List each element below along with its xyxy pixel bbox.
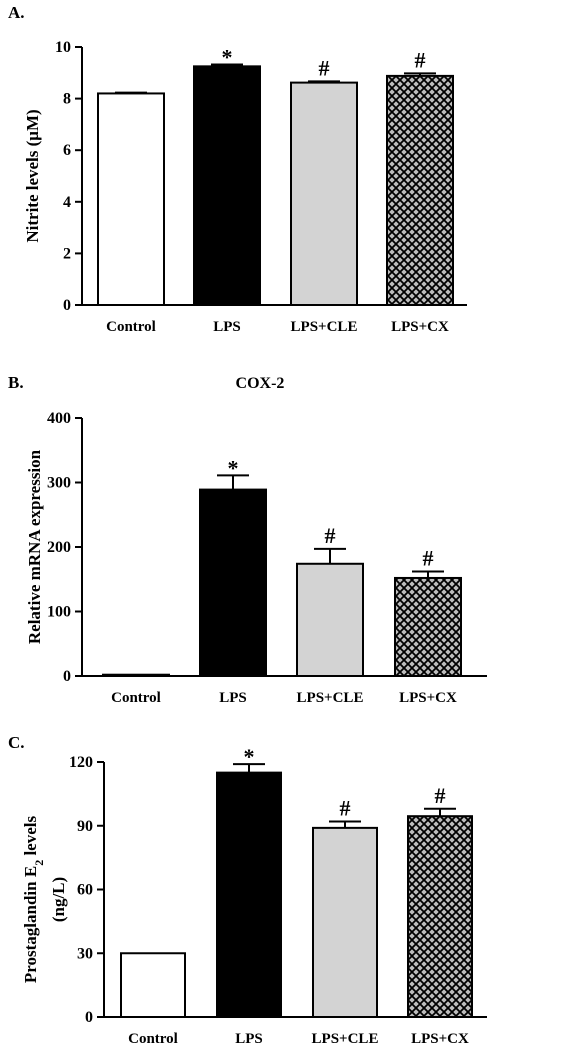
significance-mark: # [435, 783, 446, 808]
y-tick-label: 8 [63, 91, 71, 108]
significance-mark: * [222, 45, 233, 70]
y-tick-label: 0 [63, 668, 71, 685]
y-tick-label: 400 [47, 410, 71, 427]
x-tick-label: LPS [219, 690, 247, 706]
x-tick-label: LPS+CX [391, 319, 449, 335]
y-tick-label: 120 [69, 754, 93, 771]
y-tick-label: 30 [77, 945, 93, 962]
y-tick-label: 100 [47, 604, 71, 621]
y-axis-label-line2: (ng/L) [49, 877, 68, 922]
bar-lps-cx [394, 576, 462, 678]
x-tick-label: LPS [213, 319, 241, 335]
x-tick-label: Control [106, 319, 156, 335]
bar-control [120, 952, 186, 1018]
bar-lps [193, 65, 261, 306]
x-tick-label: LPS+CLE [291, 319, 358, 335]
y-tick-label: 10 [55, 39, 71, 56]
panel-label: A. [8, 3, 25, 22]
bar-lps-cle [296, 562, 364, 678]
bar-lps [216, 771, 282, 1018]
chart-title: COX-2 [236, 375, 285, 392]
significance-mark: # [415, 47, 426, 72]
chart-panel-b: B. COX-2 0 100 200 300 400 Relative mRNA expres… [8, 373, 487, 706]
bar-lps-cle [290, 81, 358, 306]
y-tick-label: 200 [47, 539, 71, 556]
y-tick-label: 2 [63, 245, 71, 262]
chart-panel-a: A. 0 2 4 6 8 10 Nitrite levels (μM) Control * LPS #… [8, 3, 467, 335]
y-axis-label: Nitrite levels (μM) [23, 109, 42, 242]
y-tick-label: 4 [63, 194, 71, 211]
y-tick-label: 300 [47, 475, 71, 492]
y-tick-label: 0 [63, 297, 71, 314]
bar-lps [199, 488, 267, 677]
bar-control [97, 92, 165, 306]
chart-panel-c: C. 0 30 60 90 120 Prostaglandin E2 levels(ng/L… [8, 733, 487, 1047]
y-axis-label: Relative mRNA expression [25, 449, 44, 644]
y-tick-label: 6 [63, 142, 71, 159]
significance-mark: # [423, 546, 434, 571]
y-tick-label: 90 [77, 818, 93, 835]
x-tick-label: LPS+CX [399, 690, 457, 706]
significance-mark: # [340, 796, 351, 821]
significance-mark: * [244, 744, 255, 769]
y-tick-label: 0 [85, 1009, 93, 1026]
x-tick-label: Control [128, 1031, 178, 1047]
panel-label: C. [8, 733, 25, 752]
bar-lps-cx [407, 815, 473, 1018]
bar-lps-cle [312, 826, 378, 1018]
y-tick-label: 60 [77, 882, 93, 899]
x-tick-label: LPS+CLE [312, 1031, 379, 1047]
x-tick-label: Control [111, 690, 161, 706]
y-axis-label: Prostaglandin E2 levels [21, 816, 46, 984]
bar-control [102, 673, 170, 678]
x-tick-label: LPS+CX [411, 1031, 469, 1047]
significance-mark: # [325, 523, 336, 548]
significance-mark: # [319, 55, 330, 80]
panel-label: B. [8, 373, 24, 392]
significance-mark: * [228, 455, 239, 480]
bar-lps-cx [386, 74, 454, 306]
x-tick-label: LPS+CLE [297, 690, 364, 706]
x-tick-label: LPS [235, 1031, 263, 1047]
